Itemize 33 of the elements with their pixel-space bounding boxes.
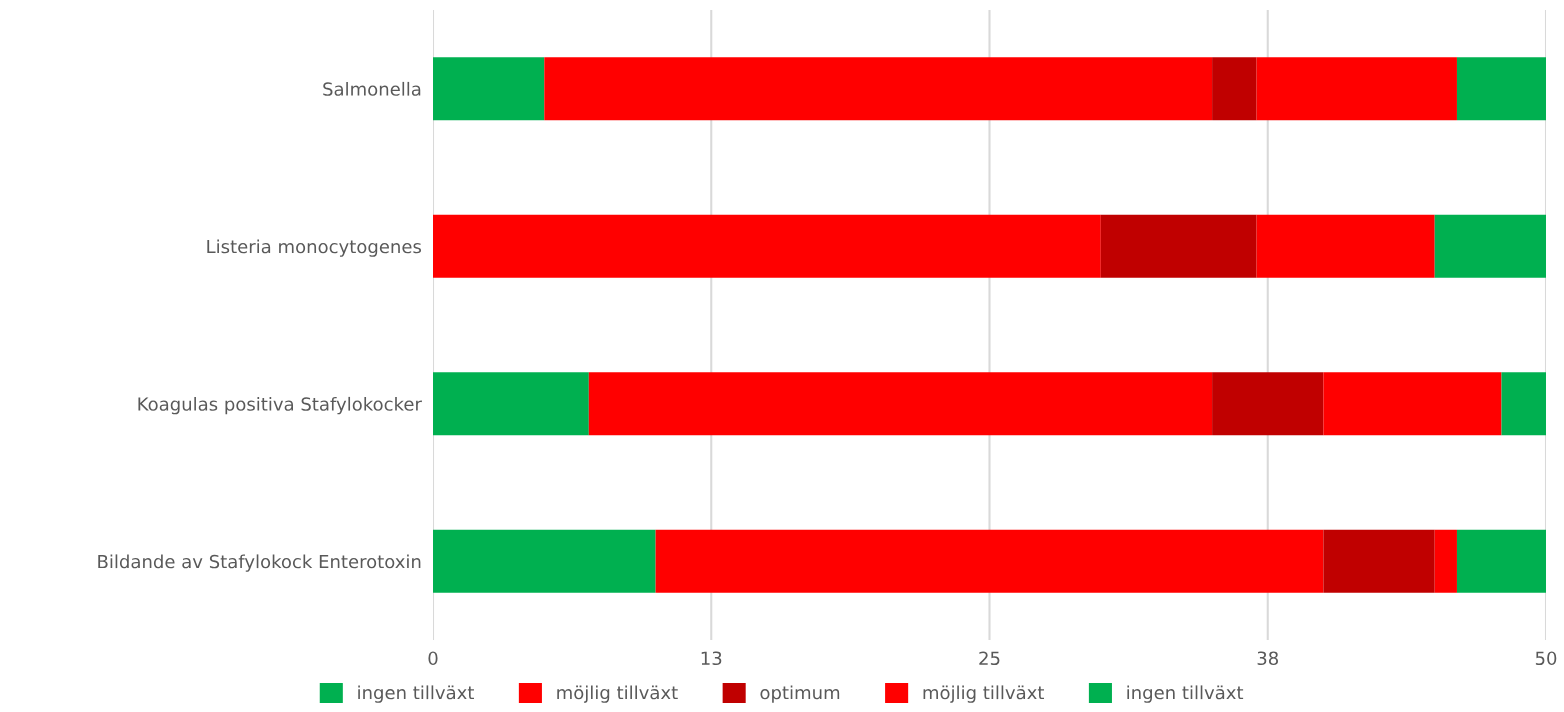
bar — [1256, 214, 1435, 278]
x-tick-label: 0 — [428, 651, 438, 666]
legend-label: ingen tillväxt — [358, 685, 474, 703]
legend-label: ingen tillväxt — [1127, 685, 1244, 703]
x-tick-label: 50 — [1535, 651, 1557, 666]
y-tick-label: Salmonella — [323, 81, 421, 96]
bar — [1323, 529, 1435, 593]
bar — [433, 372, 589, 436]
bar — [1456, 529, 1546, 593]
bar — [1323, 372, 1502, 436]
y-tick-label: Bildande av Stafylokock Enterotoxin — [98, 554, 421, 572]
bar — [1256, 57, 1457, 121]
bar — [1212, 57, 1257, 121]
bar — [1501, 372, 1546, 436]
y-tick-label: Listeria monocytogenes — [207, 239, 421, 257]
x-tick-label: 25 — [979, 651, 1000, 666]
legend-label: möjlig tillväxt — [923, 685, 1045, 703]
bar — [655, 529, 1324, 593]
y-tick-label: Koagulas positiva Stafylokocker — [138, 396, 422, 415]
bar — [1434, 214, 1546, 278]
bar — [433, 57, 545, 121]
bar — [433, 214, 1101, 278]
legend-label: möjlig tillväxt — [557, 685, 678, 703]
bar — [1100, 214, 1257, 278]
x-tick-label: 38 — [1257, 651, 1278, 666]
bar — [1212, 372, 1324, 436]
bar — [1456, 57, 1546, 121]
bar — [433, 529, 656, 593]
bar — [544, 57, 1213, 121]
x-tick-label: 13 — [701, 651, 722, 666]
bar — [588, 372, 1213, 436]
bar — [1434, 529, 1457, 593]
legend-label: optimum — [760, 685, 840, 703]
